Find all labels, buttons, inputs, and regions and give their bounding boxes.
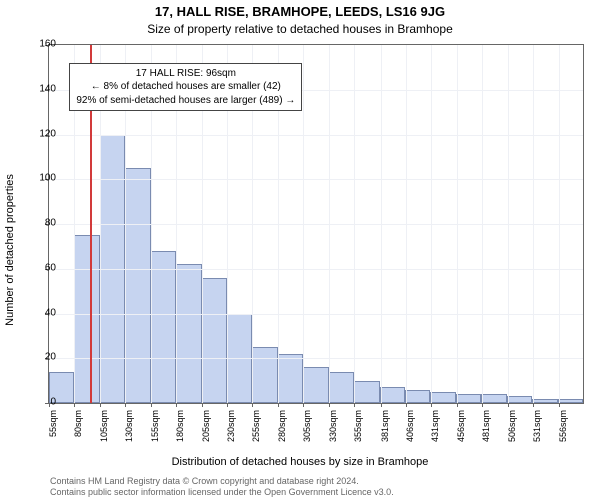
chart-subtitle: Size of property relative to detached ho…	[0, 22, 600, 36]
histogram-bar	[430, 392, 455, 403]
ytick-label: 120	[16, 128, 60, 139]
footer-attribution: Contains HM Land Registry data © Crown c…	[50, 476, 394, 499]
xtick-mark	[559, 403, 560, 407]
xtick-mark	[151, 403, 152, 407]
xtick-mark	[482, 403, 483, 407]
histogram-bar	[354, 381, 379, 403]
footer-line: Contains HM Land Registry data © Crown c…	[50, 476, 394, 487]
histogram-bar	[151, 251, 176, 403]
ytick-label: 20	[16, 352, 60, 363]
gridline-v	[303, 45, 304, 403]
ytick-label: 0	[16, 397, 60, 408]
histogram-bar	[278, 354, 303, 403]
gridline-v	[354, 45, 355, 403]
xtick-mark	[125, 403, 126, 407]
xtick-mark	[406, 403, 407, 407]
ytick-label: 60	[16, 262, 60, 273]
gridline-h	[49, 269, 583, 270]
y-axis-label: Number of detached properties	[4, 98, 16, 250]
gridline-v	[406, 45, 407, 403]
annotation-line: 17 HALL RISE: 96sqm	[76, 67, 295, 81]
gridline-v	[482, 45, 483, 403]
histogram-bar	[202, 278, 227, 403]
histogram-bar	[558, 399, 583, 403]
xtick-mark	[278, 403, 279, 407]
ytick-label: 100	[16, 173, 60, 184]
histogram-bar	[125, 168, 150, 403]
histogram-bar	[532, 399, 557, 403]
histogram-bar	[329, 372, 354, 403]
histogram-bar	[456, 394, 481, 403]
histogram-bar	[380, 387, 405, 403]
annotation-line: ← 8% of detached houses are smaller (42)	[76, 80, 295, 94]
histogram-bar	[252, 347, 277, 403]
ytick-label: 40	[16, 307, 60, 318]
annotation-box: 17 HALL RISE: 96sqm ← 8% of detached hou…	[69, 63, 302, 112]
xtick-mark	[100, 403, 101, 407]
xtick-mark	[533, 403, 534, 407]
xtick-mark	[508, 403, 509, 407]
gridline-v	[457, 45, 458, 403]
xtick-mark	[202, 403, 203, 407]
histogram-bar	[74, 235, 99, 403]
xtick-mark	[252, 403, 253, 407]
annotation-line: 92% of semi-detached houses are larger (…	[76, 94, 295, 108]
xtick-mark	[329, 403, 330, 407]
gridline-v	[559, 45, 560, 403]
xtick-mark	[381, 403, 382, 407]
gridline-h	[49, 135, 583, 136]
plot-area: 17 HALL RISE: 96sqm ← 8% of detached hou…	[48, 44, 584, 404]
page-title: 17, HALL RISE, BRAMHOPE, LEEDS, LS16 9JG	[0, 4, 600, 19]
gridline-h	[49, 314, 583, 315]
histogram-bar	[303, 367, 328, 403]
gridline-v	[329, 45, 330, 403]
histogram-bar	[405, 390, 430, 403]
gridline-v	[381, 45, 382, 403]
gridline-h	[49, 224, 583, 225]
footer-line: Contains public sector information licen…	[50, 487, 394, 498]
ytick-label: 80	[16, 218, 60, 229]
xtick-mark	[74, 403, 75, 407]
xtick-mark	[354, 403, 355, 407]
gridline-v	[508, 45, 509, 403]
xtick-mark	[227, 403, 228, 407]
histogram-bar	[176, 264, 201, 403]
histogram-bar	[481, 394, 506, 403]
ytick-label: 140	[16, 83, 60, 94]
xtick-mark	[431, 403, 432, 407]
xtick-mark	[303, 403, 304, 407]
histogram-bar	[507, 396, 532, 403]
gridline-v	[431, 45, 432, 403]
x-axis-label: Distribution of detached houses by size …	[0, 456, 600, 468]
xtick-mark	[176, 403, 177, 407]
gridline-h	[49, 358, 583, 359]
gridline-v	[533, 45, 534, 403]
xtick-mark	[457, 403, 458, 407]
ytick-label: 160	[16, 39, 60, 50]
chart-container: 17, HALL RISE, BRAMHOPE, LEEDS, LS16 9JG…	[0, 0, 600, 500]
gridline-h	[49, 179, 583, 180]
